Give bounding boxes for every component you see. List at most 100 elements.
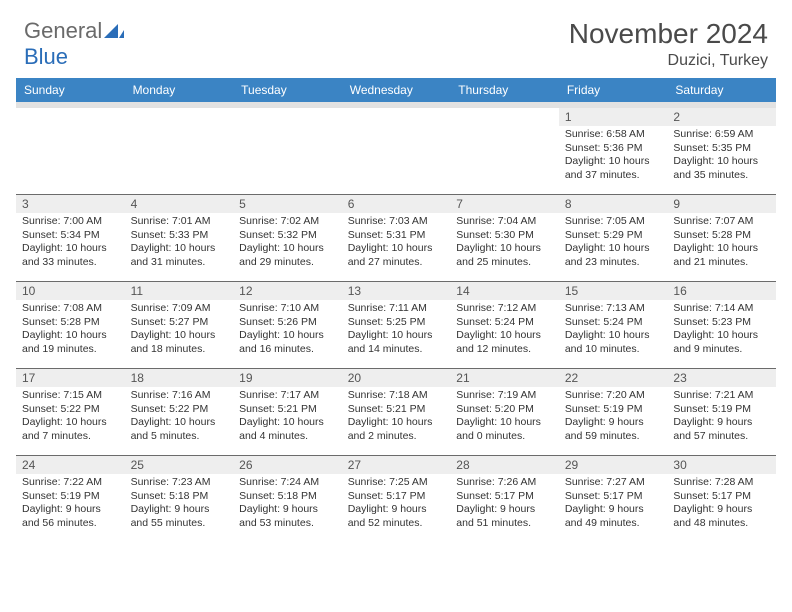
daylight-line: and 10 minutes. (565, 343, 662, 357)
sunrise-line: Sunrise: 7:13 AM (565, 302, 662, 316)
sunset-line: Sunset: 5:28 PM (22, 316, 119, 330)
daylight-line: and 33 minutes. (22, 256, 119, 270)
daylight-line: and 5 minutes. (131, 430, 228, 444)
day-cell: 25Sunrise: 7:23 AMSunset: 5:18 PMDayligh… (125, 456, 234, 542)
daylight-line: Daylight: 9 hours (565, 503, 662, 517)
day-number: 5 (233, 195, 342, 213)
sunrise-line: Sunrise: 7:21 AM (673, 389, 770, 403)
daylight-line: Daylight: 10 hours (131, 329, 228, 343)
sunrise-line: Sunrise: 6:59 AM (673, 128, 770, 142)
sunset-line: Sunset: 5:31 PM (348, 229, 445, 243)
day-cell: 21Sunrise: 7:19 AMSunset: 5:20 PMDayligh… (450, 369, 559, 455)
month-title: November 2024 (569, 18, 768, 50)
sunset-line: Sunset: 5:29 PM (565, 229, 662, 243)
daylight-line: and 25 minutes. (456, 256, 553, 270)
day-cell: 10Sunrise: 7:08 AMSunset: 5:28 PMDayligh… (16, 282, 125, 368)
daylight-line: and 7 minutes. (22, 430, 119, 444)
sunset-line: Sunset: 5:22 PM (22, 403, 119, 417)
day-number: 14 (450, 282, 559, 300)
day-cell: 23Sunrise: 7:21 AMSunset: 5:19 PMDayligh… (667, 369, 776, 455)
logo: General Blue (24, 18, 124, 70)
daylight-line: Daylight: 10 hours (239, 329, 336, 343)
daylight-line: and 18 minutes. (131, 343, 228, 357)
daylight-line: and 59 minutes. (565, 430, 662, 444)
sunrise-line: Sunrise: 7:14 AM (673, 302, 770, 316)
sunrise-line: Sunrise: 7:11 AM (348, 302, 445, 316)
dow-mon: Monday (125, 78, 234, 102)
day-number: 20 (342, 369, 451, 387)
daylight-line: and 29 minutes. (239, 256, 336, 270)
day-cell (450, 108, 559, 194)
sunset-line: Sunset: 5:19 PM (565, 403, 662, 417)
sunset-line: Sunset: 5:17 PM (456, 490, 553, 504)
day-cell: 17Sunrise: 7:15 AMSunset: 5:22 PMDayligh… (16, 369, 125, 455)
sunrise-line: Sunrise: 7:08 AM (22, 302, 119, 316)
sunrise-line: Sunrise: 7:04 AM (456, 215, 553, 229)
daylight-line: Daylight: 9 hours (239, 503, 336, 517)
daylight-line: Daylight: 9 hours (348, 503, 445, 517)
sunrise-line: Sunrise: 7:09 AM (131, 302, 228, 316)
sunrise-line: Sunrise: 7:05 AM (565, 215, 662, 229)
day-cell: 2Sunrise: 6:59 AMSunset: 5:35 PMDaylight… (667, 108, 776, 194)
sunset-line: Sunset: 5:28 PM (673, 229, 770, 243)
daylight-line: Daylight: 10 hours (131, 242, 228, 256)
day-cell: 27Sunrise: 7:25 AMSunset: 5:17 PMDayligh… (342, 456, 451, 542)
day-cell: 5Sunrise: 7:02 AMSunset: 5:32 PMDaylight… (233, 195, 342, 281)
day-number: 13 (342, 282, 451, 300)
sunrise-line: Sunrise: 7:16 AM (131, 389, 228, 403)
daylight-line: and 56 minutes. (22, 517, 119, 531)
sunset-line: Sunset: 5:22 PM (131, 403, 228, 417)
week-row: 3Sunrise: 7:00 AMSunset: 5:34 PMDaylight… (16, 195, 776, 282)
sunrise-line: Sunrise: 7:28 AM (673, 476, 770, 490)
day-cell: 29Sunrise: 7:27 AMSunset: 5:17 PMDayligh… (559, 456, 668, 542)
daylight-line: and 19 minutes. (22, 343, 119, 357)
day-number: 3 (16, 195, 125, 213)
dow-tue: Tuesday (233, 78, 342, 102)
daylight-line: and 31 minutes. (131, 256, 228, 270)
daylight-line: Daylight: 10 hours (456, 416, 553, 430)
daylight-line: Daylight: 9 hours (565, 416, 662, 430)
sunrise-line: Sunrise: 7:20 AM (565, 389, 662, 403)
sunrise-line: Sunrise: 7:10 AM (239, 302, 336, 316)
daylight-line: and 55 minutes. (131, 517, 228, 531)
sunset-line: Sunset: 5:21 PM (239, 403, 336, 417)
sunset-line: Sunset: 5:17 PM (348, 490, 445, 504)
daylight-line: Daylight: 10 hours (348, 416, 445, 430)
day-cell: 12Sunrise: 7:10 AMSunset: 5:26 PMDayligh… (233, 282, 342, 368)
sunrise-line: Sunrise: 7:24 AM (239, 476, 336, 490)
daylight-line: Daylight: 9 hours (673, 416, 770, 430)
day-number: 7 (450, 195, 559, 213)
sunrise-line: Sunrise: 7:19 AM (456, 389, 553, 403)
day-number: 27 (342, 456, 451, 474)
day-number: 11 (125, 282, 234, 300)
sunset-line: Sunset: 5:23 PM (673, 316, 770, 330)
day-number: 30 (667, 456, 776, 474)
day-number: 2 (667, 108, 776, 126)
day-cell: 19Sunrise: 7:17 AMSunset: 5:21 PMDayligh… (233, 369, 342, 455)
day-cell (16, 108, 125, 194)
day-cell: 8Sunrise: 7:05 AMSunset: 5:29 PMDaylight… (559, 195, 668, 281)
day-number: 18 (125, 369, 234, 387)
daylight-line: and 4 minutes. (239, 430, 336, 444)
day-number: 9 (667, 195, 776, 213)
day-number: 22 (559, 369, 668, 387)
sunset-line: Sunset: 5:24 PM (565, 316, 662, 330)
day-number: 29 (559, 456, 668, 474)
sunset-line: Sunset: 5:32 PM (239, 229, 336, 243)
daylight-line: and 9 minutes. (673, 343, 770, 357)
sunrise-line: Sunrise: 7:12 AM (456, 302, 553, 316)
day-cell: 30Sunrise: 7:28 AMSunset: 5:17 PMDayligh… (667, 456, 776, 542)
location: Duzici, Turkey (569, 52, 768, 70)
sunrise-line: Sunrise: 7:07 AM (673, 215, 770, 229)
daylight-line: Daylight: 10 hours (673, 155, 770, 169)
day-cell: 18Sunrise: 7:16 AMSunset: 5:22 PMDayligh… (125, 369, 234, 455)
day-cell: 1Sunrise: 6:58 AMSunset: 5:36 PMDaylight… (559, 108, 668, 194)
sunset-line: Sunset: 5:34 PM (22, 229, 119, 243)
sunset-line: Sunset: 5:25 PM (348, 316, 445, 330)
day-number: 28 (450, 456, 559, 474)
daylight-line: Daylight: 10 hours (565, 329, 662, 343)
week-row: 17Sunrise: 7:15 AMSunset: 5:22 PMDayligh… (16, 369, 776, 456)
daylight-line: and 37 minutes. (565, 169, 662, 183)
sunrise-line: Sunrise: 7:01 AM (131, 215, 228, 229)
daylight-line: Daylight: 10 hours (239, 242, 336, 256)
